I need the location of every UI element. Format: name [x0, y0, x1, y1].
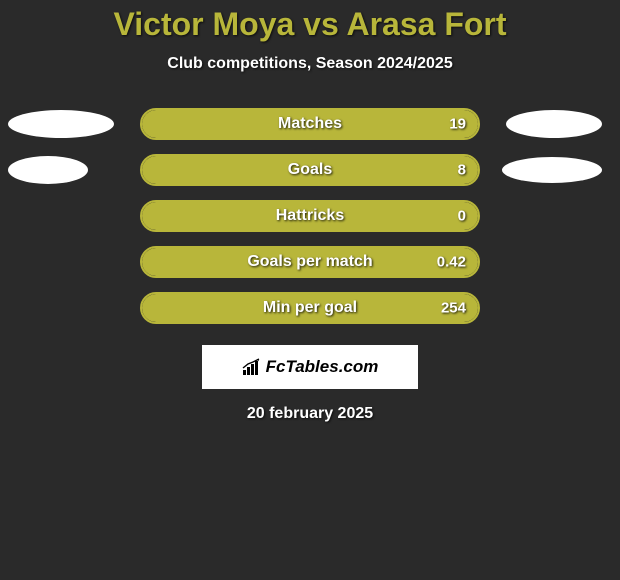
- stat-bar: Matches19: [140, 108, 480, 140]
- stat-row: Hattricks0: [0, 193, 620, 239]
- player-right-value-oval: [502, 157, 602, 183]
- bar-chart-icon: [242, 358, 262, 376]
- stat-bar: Min per goal254: [140, 292, 480, 324]
- stat-row: Goals per match0.42: [0, 239, 620, 285]
- stat-bar-fill: [142, 294, 478, 322]
- brand-logo: FcTables.com: [242, 357, 379, 377]
- stat-bar: Hattricks0: [140, 200, 480, 232]
- stat-row: Matches19: [0, 101, 620, 147]
- stat-bar: Goals8: [140, 154, 480, 186]
- stat-row: Min per goal254: [0, 285, 620, 331]
- comparison-infographic: Victor Moya vs Arasa Fort Club competiti…: [0, 0, 620, 423]
- stat-bar-fill: [142, 202, 478, 230]
- stats-rows: Matches19 Goals8 Hattricks0 Goals per match…: [0, 101, 620, 331]
- player-left-value-oval: [8, 110, 114, 138]
- brand-text: FcTables.com: [266, 357, 379, 377]
- stat-bar-fill: [142, 248, 478, 276]
- page-title: Victor Moya vs Arasa Fort: [0, 6, 620, 43]
- player-left-value-oval: [8, 156, 88, 184]
- player-right-value-oval: [506, 110, 602, 138]
- stat-bar: Goals per match0.42: [140, 246, 480, 278]
- date-text: 20 february 2025: [0, 405, 620, 423]
- subtitle: Club competitions, Season 2024/2025: [0, 55, 620, 73]
- brand-footer: FcTables.com: [202, 345, 418, 389]
- stat-row: Goals8: [0, 147, 620, 193]
- stat-bar-fill: [142, 156, 478, 184]
- stat-bar-fill: [142, 110, 478, 138]
